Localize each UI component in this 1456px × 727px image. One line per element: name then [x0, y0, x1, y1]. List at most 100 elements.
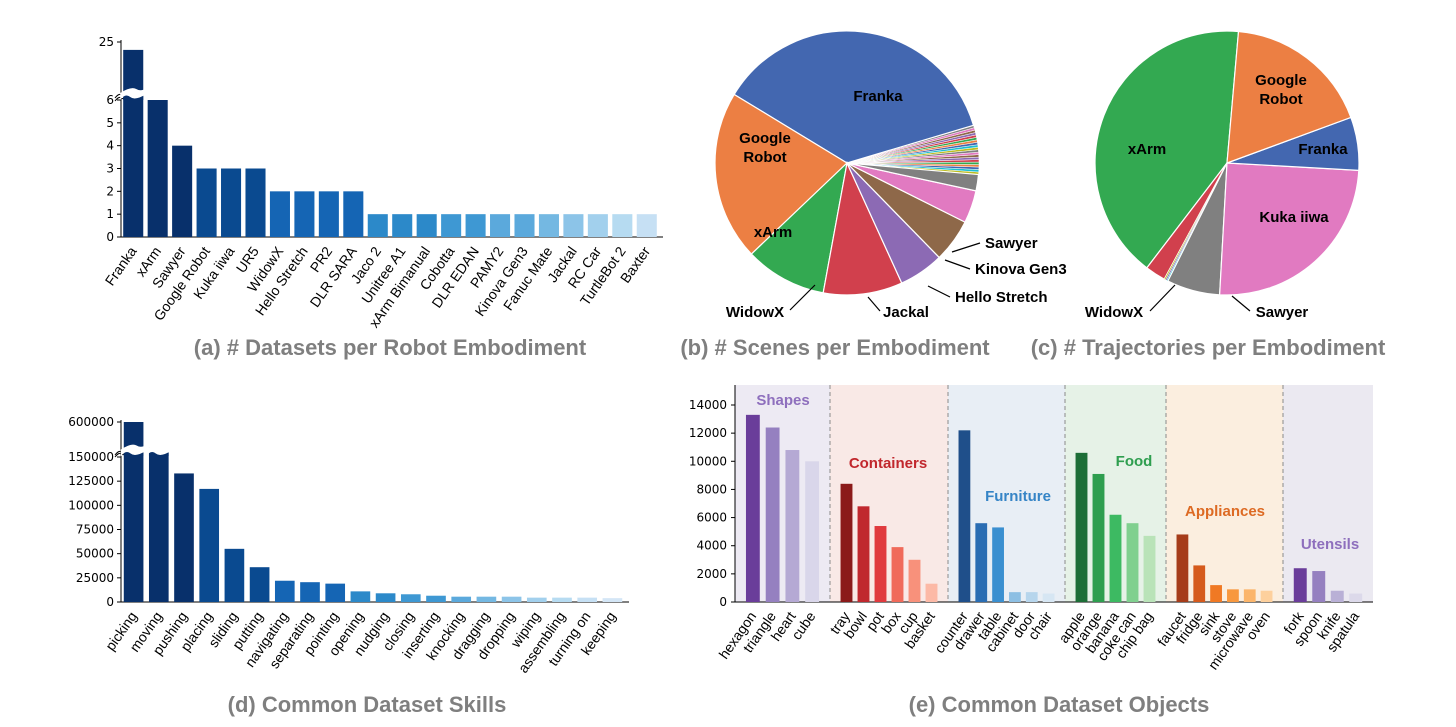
bar-sawyer [172, 145, 193, 237]
bar-cabinet [1009, 592, 1021, 602]
pie-slice-google-robot [1226, 30, 1352, 164]
bar-banana [1109, 514, 1122, 602]
caption-a: (a) # Datasets per Robot Embodiment [194, 335, 587, 360]
bar-pushing [174, 473, 194, 602]
bar-box [891, 547, 904, 602]
bar-dlr-edan [465, 214, 486, 237]
y-tick-label: 25000 [76, 571, 114, 585]
chart-d-dataset-skills: 0 25000 50000 75000 100000 125000 150000 600000… [68, 415, 629, 676]
bar-dragging [476, 596, 497, 602]
bar-rc-car [587, 214, 608, 237]
bar-picking-lower [123, 453, 144, 602]
bar-wiping [526, 597, 547, 602]
pie-slice-franka [733, 30, 975, 164]
y-tick-label: 5 [106, 116, 114, 130]
bar-spatula [1349, 593, 1363, 602]
y-tick-label: 125000 [68, 474, 114, 488]
bar-dropping [501, 596, 522, 602]
y-tick-label: 50000 [76, 547, 114, 561]
bar-baxter [636, 214, 657, 237]
bar-oven [1260, 590, 1273, 602]
chart-e-dataset-objects: 02000400060008000100001200014000hexagont… [689, 385, 1373, 673]
bar-assembling [552, 597, 572, 602]
bar-chip-bag [1143, 535, 1156, 602]
bar-hexagon [745, 414, 760, 602]
bar-drawer [975, 523, 988, 602]
pie-label-franka: Franka [853, 88, 903, 105]
pie-label-widowx: WidowX [1085, 304, 1143, 321]
y-tick-label: 100000 [68, 498, 114, 512]
bar-turtlebot-2 [612, 214, 633, 237]
pie-slice-google-robot [714, 93, 848, 255]
bar-table [992, 527, 1004, 602]
bar-xarm-bimanual [416, 214, 437, 237]
bar-heart [785, 450, 800, 602]
bar-chair [1042, 593, 1055, 602]
bar-dlr-sara [343, 191, 364, 237]
pie-leader-line [1231, 295, 1251, 312]
pie-label-hello-stretch: Hello Stretch [955, 289, 1048, 306]
bar-microwave [1243, 589, 1256, 602]
caption-e: (e) Common Dataset Objects [909, 692, 1210, 717]
bar-fridge [1193, 565, 1206, 602]
bar-moving-lower [148, 453, 169, 602]
group-label-appliances: Appliances [1185, 503, 1265, 520]
pie-label-google-robot: Robot [743, 149, 786, 166]
bar-navigating [274, 580, 295, 602]
bar-coke-can [1126, 523, 1139, 602]
y-tick-label: 0 [106, 595, 114, 609]
y-tick-label: 2000 [696, 567, 727, 581]
bar-break-gap [145, 444, 172, 457]
bar-sliding [224, 548, 245, 602]
bar-hello-stretch [294, 191, 315, 237]
y-tick-label: 0 [106, 230, 114, 244]
y-tick-label: 12000 [689, 426, 727, 440]
bar-cube [805, 461, 820, 602]
chart-c-trajectories-pie: xArm Google Robot Franka Kuka iiwa Sawyer Wido… [1085, 30, 1360, 321]
bar-jaco-2 [367, 214, 388, 237]
bar-pr2 [318, 191, 339, 237]
caption-d: (d) Common Dataset Skills [228, 692, 507, 717]
pie-leader-line [927, 285, 951, 298]
pie-leader-line [951, 242, 981, 253]
bar-break-gap [120, 444, 147, 457]
group-label-containers: Containers [849, 455, 927, 472]
x-tick-label: Franka [102, 243, 140, 288]
group-label-utensils: Utensils [1301, 536, 1359, 553]
pie-leader-line [867, 296, 881, 312]
group-label-food: Food [1116, 453, 1153, 470]
bar-bowl [857, 506, 870, 602]
group-label-shapes: Shapes [756, 392, 809, 409]
bar-sink [1210, 585, 1222, 602]
bar-spoon [1312, 571, 1326, 602]
pie-label-google-robot: Robot [1259, 91, 1302, 108]
bar-break-gap [120, 88, 147, 100]
bar-basket [925, 583, 938, 602]
bar-keeping [602, 598, 623, 602]
bar-closing [400, 594, 421, 602]
bar-jackal [563, 214, 584, 237]
bar-knocking [451, 596, 472, 602]
group-bg-utensils [1283, 385, 1373, 602]
bar-pamy2 [490, 214, 511, 237]
bar-placing [199, 488, 220, 602]
bar-nudging [375, 593, 396, 602]
pie-label-xarm: xArm [1128, 141, 1166, 158]
y-tick-label: 3 [106, 162, 114, 176]
pie-label-jackal: Jackal [883, 304, 929, 321]
y-tick-label: 14000 [689, 398, 727, 412]
pie-label-kinova-gen3: Kinova Gen3 [975, 261, 1067, 278]
caption-b: (b) # Scenes per Embodiment [680, 335, 990, 360]
pie-slice-sawyer [846, 162, 980, 192]
bar-google-robot [196, 168, 217, 237]
bar-widowx [269, 191, 290, 237]
chart-b-scenes-pie: Franka Google Robot xArm WidowX Jackal Hello S… [714, 30, 1067, 321]
bar-inserting [426, 595, 446, 602]
bar-cobotta [441, 214, 462, 237]
bar-xarm [147, 100, 168, 237]
bar-apple [1075, 452, 1088, 602]
y-tick-label: 4000 [696, 539, 727, 553]
pie-slice-xarm [750, 161, 848, 294]
pie-slice-xarm [1094, 30, 1240, 269]
